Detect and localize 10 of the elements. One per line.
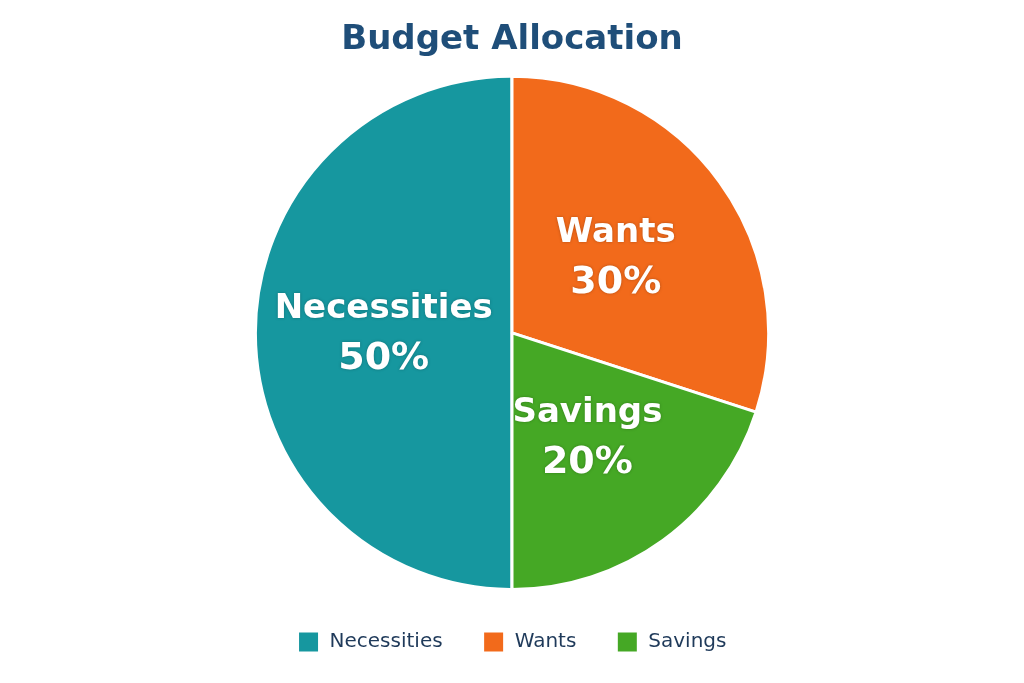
data-label: 30% bbox=[570, 258, 662, 303]
legend-label: Wants bbox=[514, 628, 577, 653]
data-label: 20% bbox=[541, 437, 633, 482]
chart-title: Budget Allocation bbox=[341, 17, 683, 58]
data-label: 50% bbox=[338, 333, 430, 378]
legend-label: Savings bbox=[648, 628, 727, 653]
slice-label: Savings bbox=[512, 389, 663, 430]
slice-label: Necessities bbox=[274, 285, 493, 326]
slice-label: Wants bbox=[555, 210, 676, 251]
legend-label: Necessities bbox=[329, 628, 443, 653]
